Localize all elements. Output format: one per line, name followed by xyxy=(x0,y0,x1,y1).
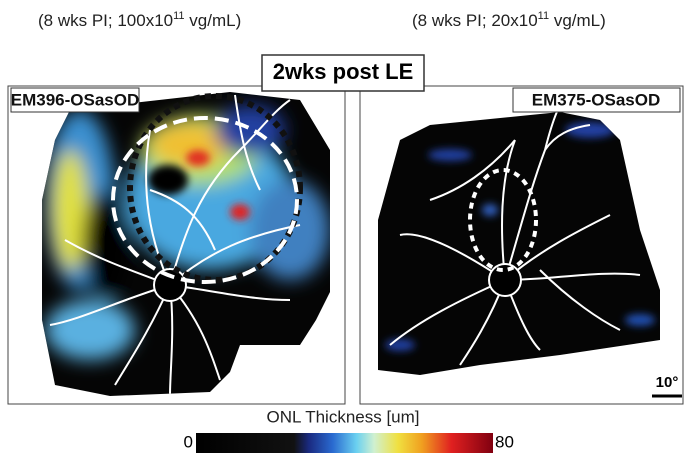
right-heatmap xyxy=(378,112,660,375)
colorbar-title: ONL Thickness [um] xyxy=(266,407,419,426)
caption-text: (8 wks PI; 20x10 xyxy=(412,11,538,30)
caption-exponent: 11 xyxy=(538,10,549,22)
colorbar xyxy=(196,433,493,453)
left-heatmap xyxy=(42,92,330,396)
caption-text: (8 wks PI; 100x10 xyxy=(38,11,173,30)
label-box xyxy=(10,87,140,113)
panel-label: EM396-OSasOD xyxy=(11,90,140,109)
panel-label: EM375-OSasOD xyxy=(532,90,661,109)
right-caption: (8 wks PI; 20x1011 vg/mL) xyxy=(412,10,606,31)
figure-title: 2wks post LE xyxy=(273,59,414,84)
region-outline xyxy=(127,93,303,283)
caption-text: vg/mL) xyxy=(549,11,606,30)
caption-exponent: 11 xyxy=(173,10,184,22)
left-caption: (8 wks PI; 100x1011 vg/mL) xyxy=(38,10,241,31)
caption-text: vg/mL) xyxy=(185,11,242,30)
region-outline xyxy=(111,116,299,284)
region-outline xyxy=(468,168,538,272)
label-box xyxy=(512,87,681,113)
scale-bar-label: 10° xyxy=(656,374,679,391)
colorbar-min: 0 xyxy=(184,432,193,451)
colorbar-max: 80 xyxy=(495,432,514,451)
title-box xyxy=(261,54,425,92)
